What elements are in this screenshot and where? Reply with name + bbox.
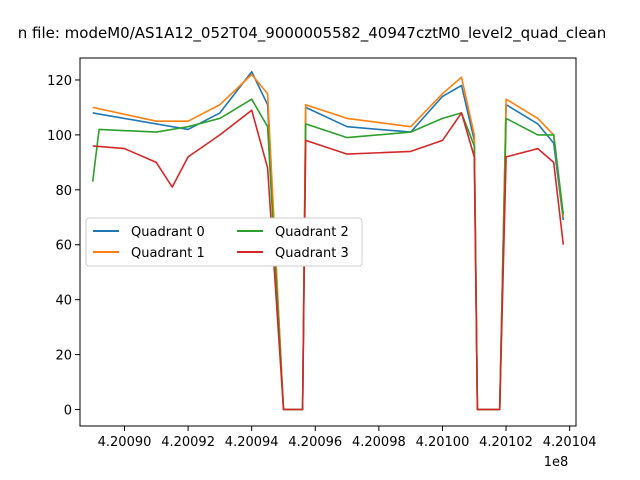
y-axis: 0 20 40 60 80 100 120: [47, 74, 80, 419]
x-tick-label: 4.20096: [288, 435, 342, 450]
legend-frame: [85, 217, 363, 267]
legend: Quadrant 0 Quadrant 1 Quadrant 2 Quadrant 3: [85, 217, 363, 267]
plot-frame: [79, 57, 577, 427]
x-tick-label: 4.20090: [98, 435, 152, 450]
y-tick-label: 100: [47, 129, 72, 144]
x-axis: 4.20090 4.20092 4.20094 4.20096 4.20098 4.201…: [98, 426, 597, 450]
y-tick-label: 20: [55, 349, 72, 364]
x-tick-label: 4.20102: [479, 435, 533, 450]
x-tick-label: 4.20100: [416, 435, 470, 450]
legend-label: Quadrant 2: [275, 225, 349, 240]
y-tick-label: 60: [55, 239, 72, 254]
x-tick-label: 4.20092: [161, 435, 215, 450]
y-tick-label: 80: [55, 184, 72, 199]
y-tick-label: 0: [64, 404, 72, 419]
chart-title: n file: modeM0/AS1A12_052T04_9000005582_…: [18, 24, 607, 43]
x-tick-label: 4.20104: [543, 435, 597, 450]
x-tick-label: 4.20098: [352, 435, 406, 450]
legend-label: Quadrant 0: [131, 225, 205, 240]
y-tick-label: 40: [55, 294, 72, 309]
legend-label: Quadrant 3: [275, 246, 349, 261]
x-tick-label: 4.20094: [225, 435, 279, 450]
plot-area: [91, 70, 565, 411]
legend-label: Quadrant 1: [131, 246, 205, 261]
y-tick-label: 120: [47, 74, 72, 89]
x-offset-label: 1e8: [544, 455, 569, 470]
series-line-quadrant-3: [92, 109, 565, 411]
